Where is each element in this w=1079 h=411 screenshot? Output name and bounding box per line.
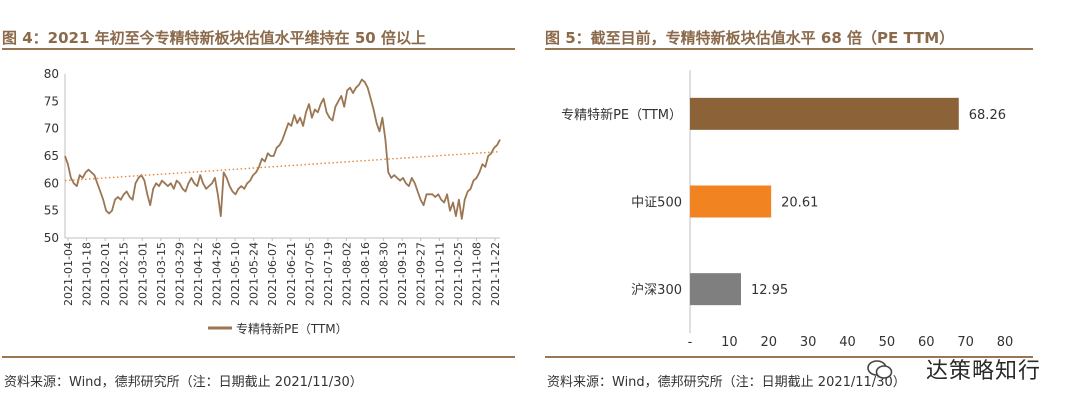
bar-x-tick-label: 70 [957, 335, 974, 350]
wechat-logo-icon [867, 360, 893, 379]
bar-category-label: 沪深300 [631, 282, 682, 298]
line-chart-y-ticks: 50 55 60 65 70 75 80 [44, 67, 59, 245]
right-chart-title: 图 5：截至目前，专精特新板块估值水平 68 倍（PE TTM） [545, 29, 955, 47]
x-tick-label: 2021-05-10 [229, 242, 242, 306]
bar-x-tick-label: - [688, 335, 693, 350]
x-tick-label: 2021-07-19 [322, 242, 335, 306]
y-tick-label: 60 [44, 176, 59, 190]
bar-x-tick-label: 60 [918, 335, 935, 350]
x-tick-label: 2021-11-22 [489, 242, 502, 306]
x-tick-label: 2021-08-30 [378, 242, 391, 306]
bar-value-label: 20.61 [781, 196, 818, 211]
x-tick-label: 2021-09-27 [415, 242, 428, 306]
bar [690, 97, 959, 130]
bar-chart-bars: 专精特新PE（TTM） 68.26 中证500 20.61 沪深300 12.95 [561, 97, 1006, 306]
bar-chart-x-ticks: - 10 20 30 40 50 60 70 80 [688, 335, 1014, 350]
x-tick-label: 2021-06-07 [266, 242, 279, 306]
legend-label: 专精特新PE（TTM） [236, 321, 348, 336]
bar [690, 273, 741, 306]
bar-x-tick-label: 50 [879, 335, 896, 350]
bar-x-tick-label: 40 [839, 335, 856, 350]
right-title-rule [545, 48, 1033, 50]
x-tick-label: 2021-10-11 [433, 242, 446, 306]
bar-x-tick-label: 80 [997, 335, 1014, 350]
x-tick-label: 2021-03-15 [155, 242, 168, 306]
x-tick-label: 2021-02-01 [99, 242, 112, 306]
x-tick-label: 2021-10-25 [452, 242, 465, 306]
left-source-rule [2, 356, 515, 358]
trend-line [64, 150, 501, 182]
left-source-note: 资料来源：Wind，德邦研究所（注：日期截止 2021/11/30） [4, 375, 363, 390]
x-tick-label: 2021-04-12 [192, 242, 205, 306]
bar [690, 185, 772, 218]
y-tick-label: 65 [44, 149, 59, 163]
bar-x-tick-label: 30 [800, 335, 817, 350]
bar-chart: 专精特新PE（TTM） 68.26 中证500 20.61 沪深300 12.95 - 10… [561, 70, 1014, 350]
x-tick-label: 2021-03-29 [173, 242, 186, 306]
x-tick-label: 2021-04-26 [211, 242, 224, 306]
pe-ttm-line [64, 78, 501, 220]
line-chart-axes [64, 74, 500, 239]
y-tick-label: 55 [44, 204, 59, 218]
y-tick-label: 50 [44, 231, 59, 245]
x-tick-label: 2021-11-08 [470, 242, 483, 306]
left-title-rule [2, 48, 515, 50]
bar-x-tick-label: 10 [721, 335, 738, 350]
bar-x-tick-label: 20 [760, 335, 777, 350]
watermark-text: 达策略知行 [925, 359, 1041, 384]
x-tick-label: 2021-09-13 [396, 242, 409, 306]
line-chart-x-ticks: 2021-01-04 2021-01-18 2021-02-01 2021-02-15… [62, 238, 502, 306]
bar-category-label: 中证500 [631, 196, 682, 211]
y-tick-label: 80 [44, 67, 59, 81]
x-tick-label: 2021-06-21 [285, 242, 298, 306]
x-tick-label: 2021-02-15 [118, 242, 131, 306]
x-tick-label: 2021-01-18 [81, 242, 94, 306]
right-source-rule [545, 356, 1033, 358]
left-chart-title: 图 4：2021 年初至今专精特新板块估值水平维持在 50 倍以上 [2, 29, 426, 47]
x-tick-label: 2021-05-24 [248, 242, 261, 306]
line-chart-legend: 专精特新PE（TTM） [208, 321, 348, 336]
bar-value-label: 12.95 [751, 283, 788, 298]
bar-category-label: 专精特新PE（TTM） [561, 107, 682, 123]
x-tick-label: 2021-03-01 [136, 242, 149, 306]
right-source-note: 资料来源：Wind，德邦研究所（注：日期截止 2021/11/30） [547, 375, 906, 390]
line-chart-series [64, 78, 501, 220]
x-tick-label: 2021-07-05 [303, 242, 316, 306]
bar-value-label: 68.26 [969, 108, 1006, 123]
y-tick-label: 75 [44, 94, 59, 108]
x-tick-label: 2021-08-02 [340, 242, 353, 306]
x-tick-label: 2021-01-04 [62, 242, 75, 306]
y-tick-label: 70 [44, 122, 59, 136]
x-tick-label: 2021-08-16 [359, 242, 372, 306]
